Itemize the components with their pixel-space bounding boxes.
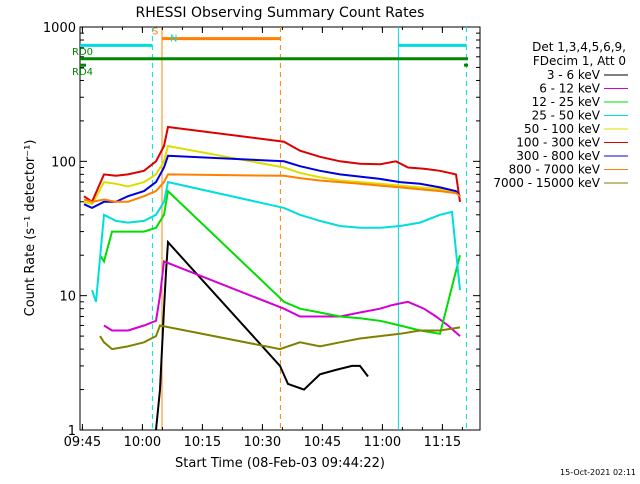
x-tick-label: 09:45 [64,435,101,450]
y-tick-label: 100 [51,155,76,170]
series-line [91,180,461,303]
legend-label: 100 - 300 keV [516,136,600,150]
series-line [99,189,461,335]
legend-label: 6 - 12 keV [539,82,601,96]
series-line [155,239,369,431]
y-axis-label: Count Rate (s⁻¹ detector⁻¹) [23,140,38,317]
series-line [83,144,461,206]
x-tick-label: 10:00 [124,435,161,450]
y-tick-label: 10 [59,290,76,305]
legend-label: 7000 - 15000 keV [493,176,600,190]
top-status-bars: S N RD0 RD4 [72,27,468,78]
x-tick-label: 10:15 [184,435,221,450]
legend-label: 800 - 7000 keV [509,163,601,177]
axis-ticks: 09:45 10:00 10:15 10:30 10:45 11:00 11:15 1 10 10… [43,21,480,450]
legend-label: 12 - 25 keV [532,95,601,109]
y-tick-label: 1000 [43,21,76,36]
status-bar-label: RD0 [72,47,93,58]
legend-header-line-2: FDecim 1, Att 0 [533,54,626,68]
legend-label: 3 - 6 keV [547,68,601,82]
status-bar-label: N [170,33,177,44]
legend-header-line-1: Det 1,3,4,5,6,9, [532,40,626,54]
series-line [83,173,461,203]
status-bar-label: S [152,27,158,38]
series-line [99,324,461,351]
x-axis-label: Start Time (08-Feb-03 09:44:22) [175,456,385,471]
series-line [103,259,461,337]
legend-label: 300 - 800 keV [516,149,600,163]
x-tick-label: 11:00 [364,435,401,450]
legend-label: 25 - 50 keV [532,109,601,123]
chart-title: RHESSI Observing Summary Count Rates [136,5,425,21]
x-tick-label: 10:30 [244,435,281,450]
x-tick-label: 11:15 [424,435,461,450]
legend: Det 1,3,4,5,6,9, FDecim 1, Att 0 3 - 6 k… [493,40,628,190]
status-bar-label: RD4 [72,67,93,78]
series-layer [83,125,461,431]
legend-label: 50 - 100 keV [524,122,601,136]
y-tick-label: 1 [68,424,76,439]
footer-timestamp: 15-Oct-2021 02:11 [560,468,636,477]
x-tick-label: 10:45 [304,435,341,450]
series-line [83,125,461,204]
